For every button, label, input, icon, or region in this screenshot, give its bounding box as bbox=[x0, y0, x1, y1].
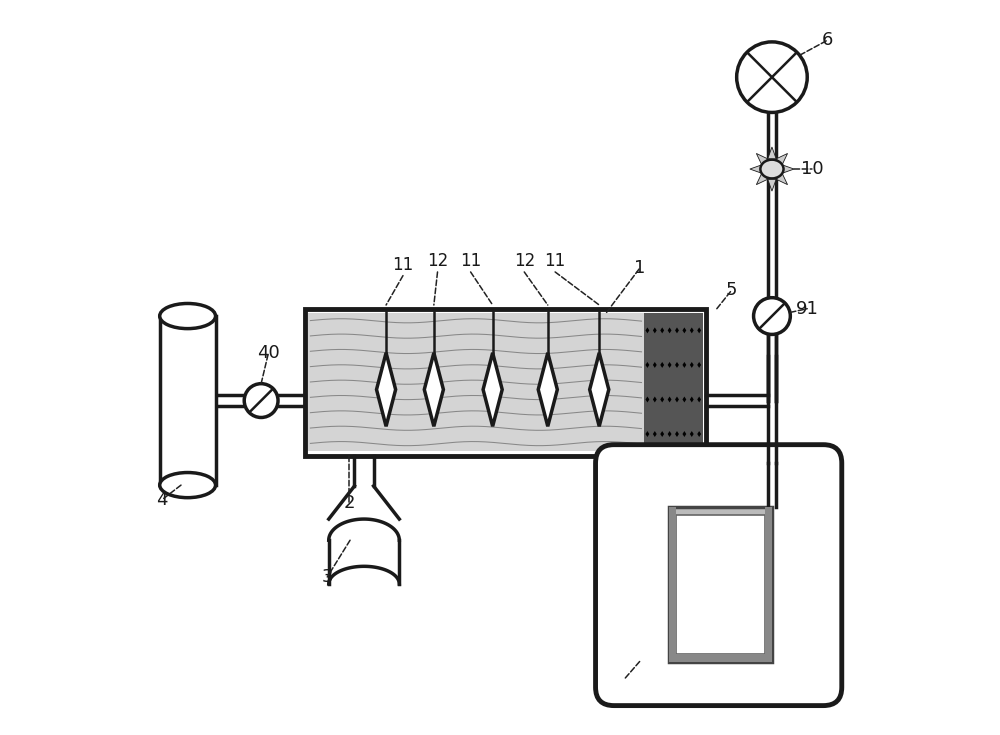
Polygon shape bbox=[668, 396, 672, 403]
Polygon shape bbox=[782, 165, 794, 173]
Text: 91: 91 bbox=[796, 300, 819, 318]
Polygon shape bbox=[538, 353, 557, 426]
Polygon shape bbox=[590, 353, 609, 426]
Text: 12: 12 bbox=[514, 252, 535, 270]
Text: 10: 10 bbox=[801, 160, 824, 178]
Ellipse shape bbox=[160, 304, 216, 329]
Polygon shape bbox=[690, 362, 694, 368]
Bar bbox=[669, 507, 676, 662]
Text: 3: 3 bbox=[322, 568, 333, 586]
Text: 4: 4 bbox=[156, 491, 168, 509]
Polygon shape bbox=[750, 165, 762, 173]
Polygon shape bbox=[682, 327, 686, 334]
Polygon shape bbox=[768, 179, 776, 191]
Polygon shape bbox=[645, 327, 649, 334]
Polygon shape bbox=[483, 353, 502, 426]
Bar bbox=[676, 514, 765, 654]
Polygon shape bbox=[690, 396, 694, 403]
Polygon shape bbox=[682, 396, 686, 403]
Polygon shape bbox=[653, 431, 657, 437]
Circle shape bbox=[244, 384, 278, 417]
Polygon shape bbox=[668, 431, 672, 437]
Text: 11: 11 bbox=[544, 252, 566, 270]
Polygon shape bbox=[653, 362, 657, 368]
Circle shape bbox=[737, 42, 807, 112]
Polygon shape bbox=[660, 431, 664, 437]
Ellipse shape bbox=[760, 159, 784, 179]
Polygon shape bbox=[424, 353, 443, 426]
Polygon shape bbox=[675, 362, 679, 368]
Polygon shape bbox=[756, 173, 768, 184]
Text: 5: 5 bbox=[726, 282, 737, 299]
Text: 11: 11 bbox=[392, 256, 414, 273]
FancyBboxPatch shape bbox=[596, 445, 842, 706]
Bar bbox=[765, 507, 772, 662]
Polygon shape bbox=[697, 431, 701, 437]
Polygon shape bbox=[377, 353, 396, 426]
Polygon shape bbox=[682, 431, 686, 437]
Polygon shape bbox=[660, 327, 664, 334]
Polygon shape bbox=[776, 154, 788, 165]
Polygon shape bbox=[668, 327, 672, 334]
Polygon shape bbox=[675, 396, 679, 403]
Polygon shape bbox=[645, 396, 649, 403]
Ellipse shape bbox=[160, 473, 216, 498]
Polygon shape bbox=[690, 327, 694, 334]
Polygon shape bbox=[645, 431, 649, 437]
Polygon shape bbox=[660, 362, 664, 368]
Polygon shape bbox=[690, 431, 694, 437]
Text: 1: 1 bbox=[634, 259, 645, 277]
Bar bbox=[644, 313, 703, 451]
Polygon shape bbox=[653, 396, 657, 403]
Bar bbox=[305, 309, 706, 456]
Text: 40: 40 bbox=[257, 344, 280, 362]
Polygon shape bbox=[697, 327, 701, 334]
Text: 11: 11 bbox=[460, 252, 481, 270]
Polygon shape bbox=[776, 173, 788, 184]
Polygon shape bbox=[756, 154, 768, 165]
Polygon shape bbox=[768, 147, 776, 159]
Text: 2: 2 bbox=[344, 495, 355, 512]
Polygon shape bbox=[675, 431, 679, 437]
Text: 6: 6 bbox=[821, 32, 833, 49]
Polygon shape bbox=[675, 327, 679, 334]
Polygon shape bbox=[697, 396, 701, 403]
Polygon shape bbox=[697, 362, 701, 368]
Polygon shape bbox=[668, 362, 672, 368]
Polygon shape bbox=[660, 396, 664, 403]
Circle shape bbox=[754, 298, 790, 334]
Bar bbox=[669, 654, 772, 662]
Bar bbox=[669, 507, 772, 662]
Polygon shape bbox=[653, 327, 657, 334]
Text: 9: 9 bbox=[619, 670, 631, 687]
Polygon shape bbox=[682, 362, 686, 368]
Text: 12: 12 bbox=[427, 252, 448, 270]
Bar bbox=[160, 316, 216, 485]
Bar bbox=[308, 313, 644, 451]
Polygon shape bbox=[645, 362, 649, 368]
